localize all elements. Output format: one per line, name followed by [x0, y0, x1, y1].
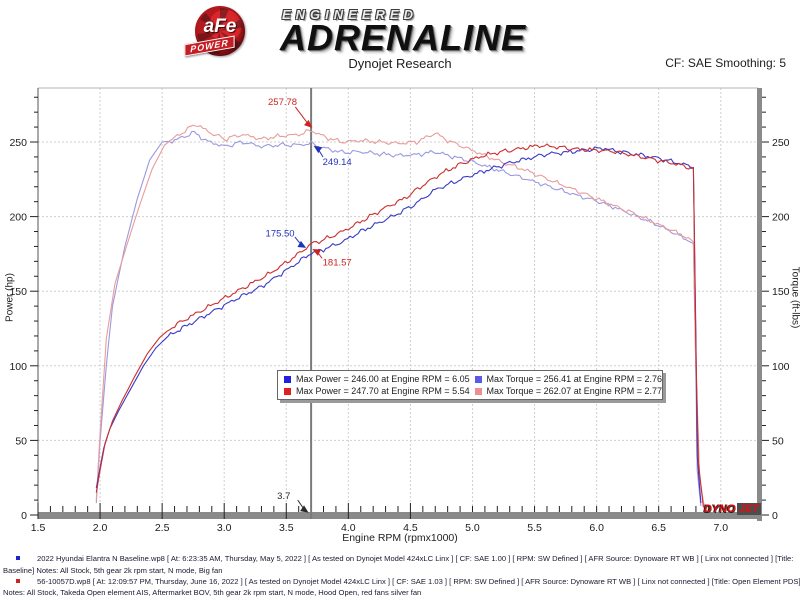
- report-title: Dynojet Research: [348, 56, 452, 71]
- svg-text:250: 250: [9, 137, 27, 149]
- annotation-3.7: 3.7: [277, 491, 309, 513]
- test-torque-curve: [95, 124, 706, 510]
- legend-swatch-icon: [474, 375, 482, 383]
- svg-text:3.7: 3.7: [277, 491, 290, 502]
- engineered-wordmark: ENGINEERED: [282, 7, 418, 22]
- svg-text:4.5: 4.5: [403, 522, 418, 534]
- svg-text:200: 200: [9, 212, 27, 224]
- legend-label: Max Power = 247.70 at Engine RPM = 5.54: [296, 386, 470, 396]
- dynojet-logo-jet: JET: [736, 503, 761, 515]
- legend-row: Max Power = 246.00 at Engine RPM = 6.05 M…: [284, 373, 662, 385]
- power-axis-title: Power (hp): [4, 273, 16, 322]
- annotation-175.50: 175.50: [266, 229, 307, 248]
- legend-label: Max Torque = 256.41 at Engine RPM = 2.76: [486, 374, 662, 384]
- svg-text:0: 0: [772, 510, 778, 522]
- svg-text:50: 50: [15, 435, 27, 447]
- svg-text:249.14: 249.14: [323, 157, 352, 168]
- dynojet-logo: DYNO JET: [704, 503, 761, 515]
- svg-text:3.5: 3.5: [279, 522, 294, 534]
- rpm-axis-title: Engine RPM (rpmx1000): [342, 532, 458, 544]
- legend-swatch-icon: [284, 375, 291, 383]
- correction-smoothing-label: CF: SAE Smoothing: 5: [665, 56, 786, 70]
- svg-text:0: 0: [21, 510, 27, 522]
- svg-text:50: 50: [772, 435, 784, 447]
- legend-item: Max Power = 247.70 at Engine RPM = 5.54: [284, 386, 475, 396]
- svg-text:150: 150: [9, 286, 27, 298]
- svg-text:3.0: 3.0: [217, 522, 232, 534]
- adrenaline-wordmark: ADRENALINE: [280, 17, 527, 58]
- legend-item: Max Torque = 256.41 at Engine RPM = 2.76: [474, 374, 662, 384]
- legend-label: Max Torque = 262.07 at Engine RPM = 2.77: [486, 386, 662, 396]
- run-info-line: Notes: All Stock, Takeda Open element AI…: [3, 588, 422, 597]
- run-marker-icon: [16, 556, 20, 560]
- baseline-power-curve: [95, 146, 702, 504]
- legend-item: Max Torque = 262.07 at Engine RPM = 2.77: [474, 386, 662, 396]
- svg-text:2.0: 2.0: [93, 522, 108, 534]
- annotation-181.57: 181.57: [312, 248, 352, 269]
- svg-text:5.5: 5.5: [527, 522, 542, 534]
- svg-text:150: 150: [772, 286, 790, 298]
- test-power-curve: [95, 143, 704, 508]
- svg-text:4.0: 4.0: [341, 522, 356, 534]
- svg-text:175.50: 175.50: [266, 229, 295, 240]
- grid: [38, 88, 758, 515]
- run-marker-icon: [16, 579, 20, 583]
- afe-logo-text: aFe: [203, 16, 237, 37]
- run-info-line: Baseline] Notes: All Stock, 5th gear 2k …: [3, 566, 223, 575]
- run-info-line: 2022 Hyundai Elantra N Baseline.wp8 [ At…: [37, 554, 794, 563]
- annotation-257.78: 257.78: [268, 97, 313, 128]
- svg-text:200: 200: [772, 212, 790, 224]
- legend-item: Max Power = 246.00 at Engine RPM = 6.05: [284, 374, 475, 384]
- svg-text:181.57: 181.57: [323, 258, 352, 269]
- legend-label: Max Power = 246.00 at Engine RPM = 6.05: [296, 374, 470, 384]
- svg-text:2.5: 2.5: [155, 522, 170, 534]
- svg-text:6.0: 6.0: [589, 522, 604, 534]
- svg-text:5.0: 5.0: [465, 522, 480, 534]
- axes: [30, 87, 769, 521]
- tick-labels: 1.5 2.0 2.5 3.0 3.5 4.0 4.5 5.0 5.5 6.0 6.5 7.0 0 0 50…: [9, 137, 789, 534]
- svg-text:7.0: 7.0: [713, 522, 728, 534]
- svg-text:250: 250: [772, 137, 790, 149]
- legend-swatch-icon: [474, 387, 482, 395]
- annotation-249.14: 249.14: [313, 145, 352, 168]
- max-values-legend: Max Power = 246.00 at Engine RPM = 6.05 M…: [277, 370, 663, 400]
- svg-text:257.78: 257.78: [268, 97, 297, 108]
- svg-text:1.5: 1.5: [31, 522, 46, 534]
- svg-text:6.5: 6.5: [651, 522, 666, 534]
- svg-text:100: 100: [9, 361, 27, 373]
- baseline-torque-curve: [95, 130, 702, 507]
- svg-text:100: 100: [772, 361, 790, 373]
- legend-row: Max Power = 247.70 at Engine RPM = 5.54 M…: [284, 385, 662, 397]
- run-info-line: 56-10057D.wp8 [ At: 12:09:57 PM, Thursda…: [37, 577, 800, 586]
- torque-axis-title: Torque (ft-lbs): [789, 266, 800, 329]
- legend-swatch-icon: [284, 387, 291, 395]
- dynojet-logo-dyno: DYNO: [704, 503, 736, 515]
